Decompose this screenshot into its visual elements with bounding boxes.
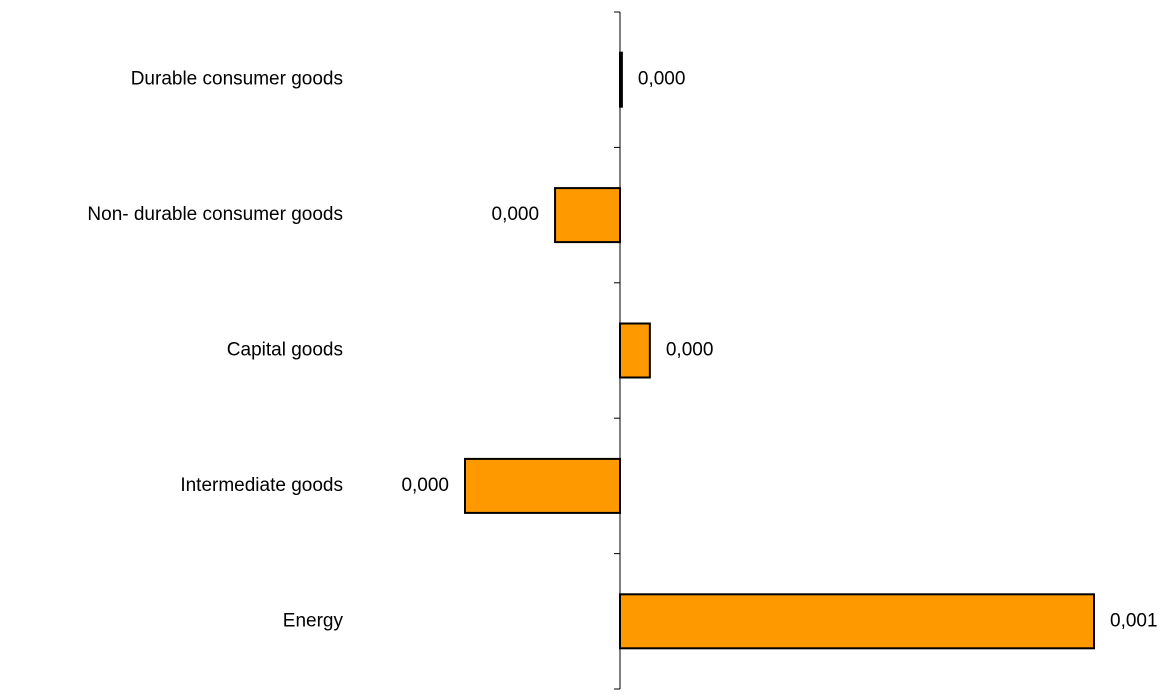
value-label: 0,000 [401, 475, 449, 496]
bar [618, 593, 1095, 650]
value-label: 0,000 [666, 340, 714, 361]
bar [618, 322, 651, 379]
value-label: 0,001 [1110, 610, 1158, 631]
value-label: 0,000 [492, 204, 540, 225]
category-label: Non- durable consumer goods [87, 204, 343, 225]
category-label: Intermediate goods [180, 475, 343, 496]
bar [464, 457, 621, 514]
category-label: Durable consumer goods [131, 69, 343, 90]
category-label: Energy [283, 610, 344, 631]
value-label: 0,000 [638, 69, 686, 90]
bar [554, 187, 621, 244]
category-label: Capital goods [227, 340, 343, 361]
